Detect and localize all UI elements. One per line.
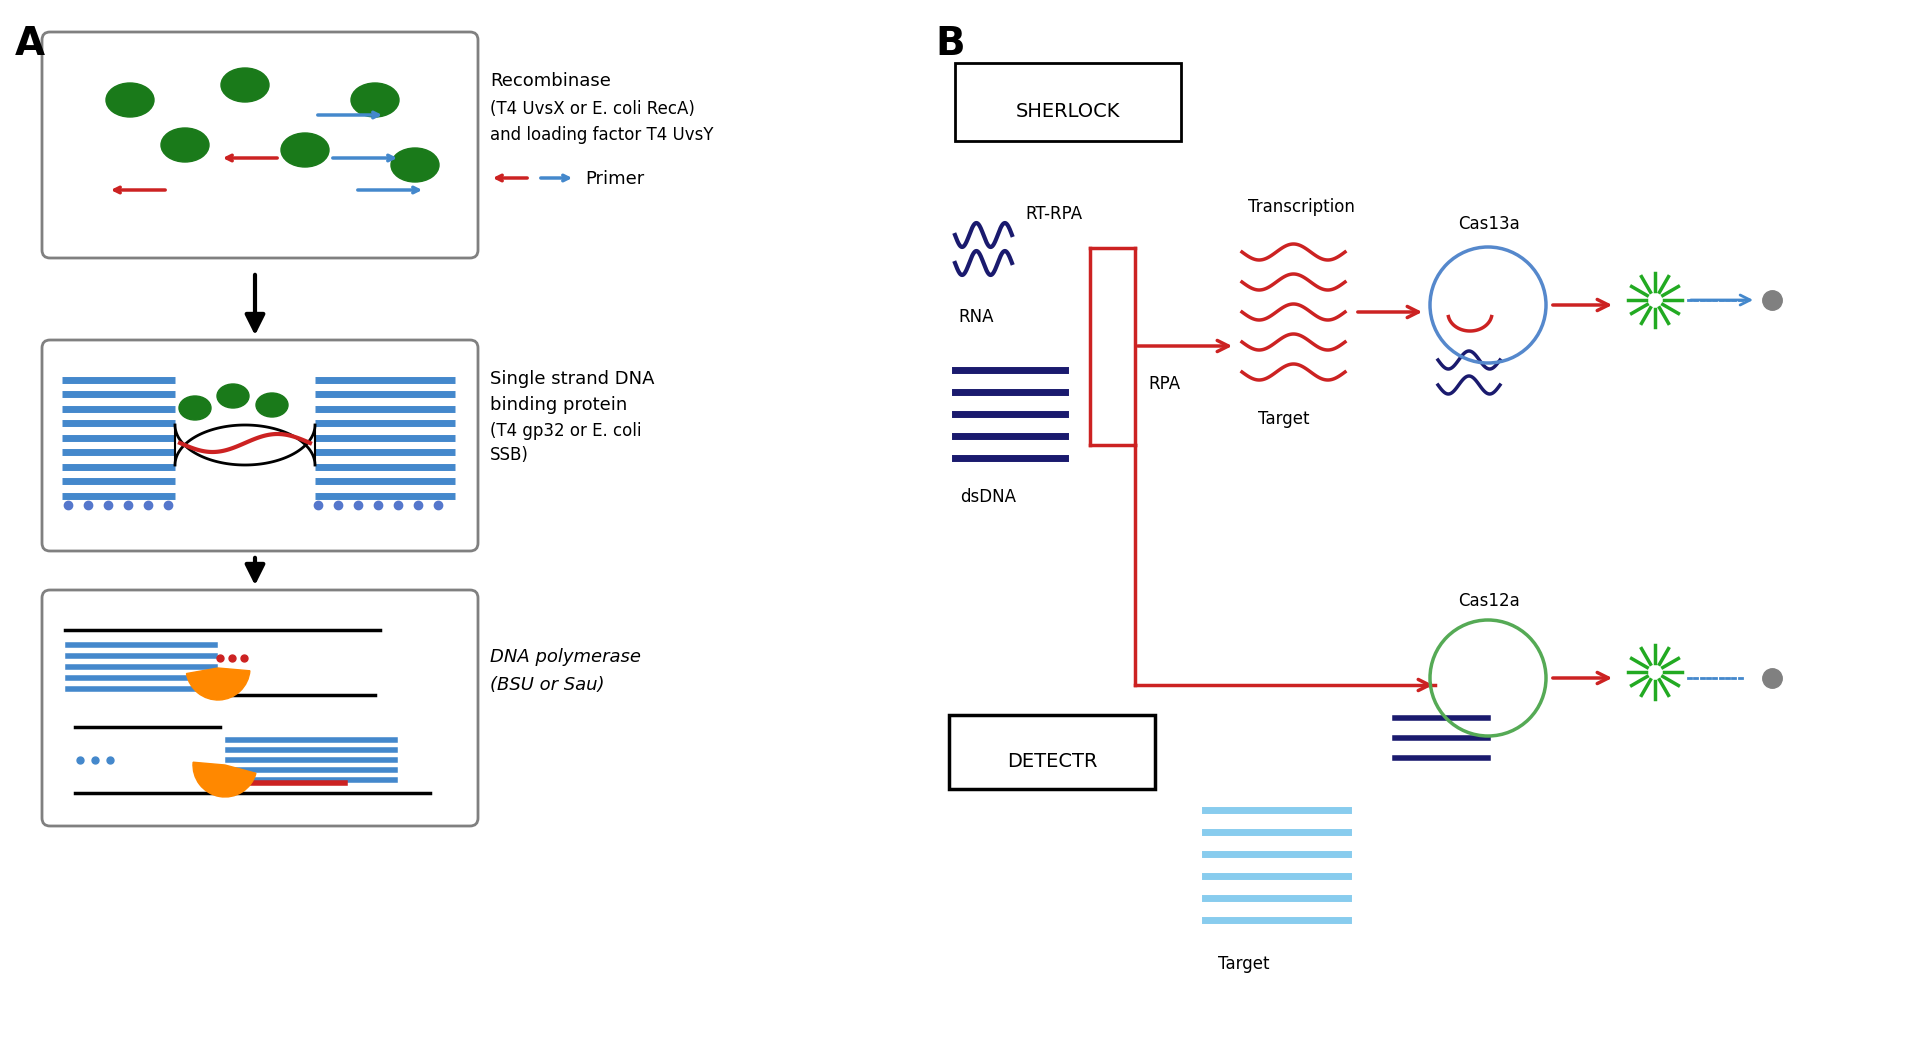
Ellipse shape xyxy=(216,384,249,408)
Ellipse shape xyxy=(281,133,329,167)
Ellipse shape xyxy=(161,128,209,162)
FancyBboxPatch shape xyxy=(955,63,1180,141)
Text: Target: Target xyxy=(1219,955,1270,973)
FancyBboxPatch shape xyxy=(949,715,1155,789)
Text: Transcription: Transcription xyxy=(1247,198,1354,216)
Text: A: A xyxy=(15,25,46,63)
Text: Recombinase: Recombinase xyxy=(490,72,610,90)
FancyBboxPatch shape xyxy=(42,32,478,258)
Text: RPA: RPA xyxy=(1148,375,1180,393)
Wedge shape xyxy=(186,668,251,699)
Text: (T4 UvsX or E. coli RecA): (T4 UvsX or E. coli RecA) xyxy=(490,100,694,118)
Ellipse shape xyxy=(180,396,210,420)
Text: SHERLOCK: SHERLOCK xyxy=(1016,102,1121,121)
Text: SSB): SSB) xyxy=(490,446,528,464)
Text: (T4 gp32 or E. coli: (T4 gp32 or E. coli xyxy=(490,422,641,440)
Text: dsDNA: dsDNA xyxy=(960,488,1016,506)
Text: and loading factor T4 UvsY: and loading factor T4 UvsY xyxy=(490,126,714,144)
Wedge shape xyxy=(193,762,256,797)
Text: Target: Target xyxy=(1259,410,1310,428)
Text: Single strand DNA: Single strand DNA xyxy=(490,370,654,388)
Text: (BSU or Sau): (BSU or Sau) xyxy=(490,677,605,694)
Text: RNA: RNA xyxy=(958,308,993,326)
Text: binding protein: binding protein xyxy=(490,396,627,414)
Text: Primer: Primer xyxy=(585,170,645,188)
Ellipse shape xyxy=(350,84,400,117)
Text: DETECTR: DETECTR xyxy=(1006,752,1098,772)
FancyBboxPatch shape xyxy=(42,590,478,826)
Ellipse shape xyxy=(390,148,438,182)
FancyBboxPatch shape xyxy=(42,340,478,551)
Text: B: B xyxy=(935,25,964,63)
Ellipse shape xyxy=(256,393,289,417)
Text: Cas12a: Cas12a xyxy=(1458,592,1519,610)
Text: Cas13a: Cas13a xyxy=(1458,215,1519,233)
Ellipse shape xyxy=(105,84,155,117)
Text: DNA polymerase: DNA polymerase xyxy=(490,648,641,666)
Text: RT-RPA: RT-RPA xyxy=(1025,205,1083,223)
Ellipse shape xyxy=(222,68,270,102)
